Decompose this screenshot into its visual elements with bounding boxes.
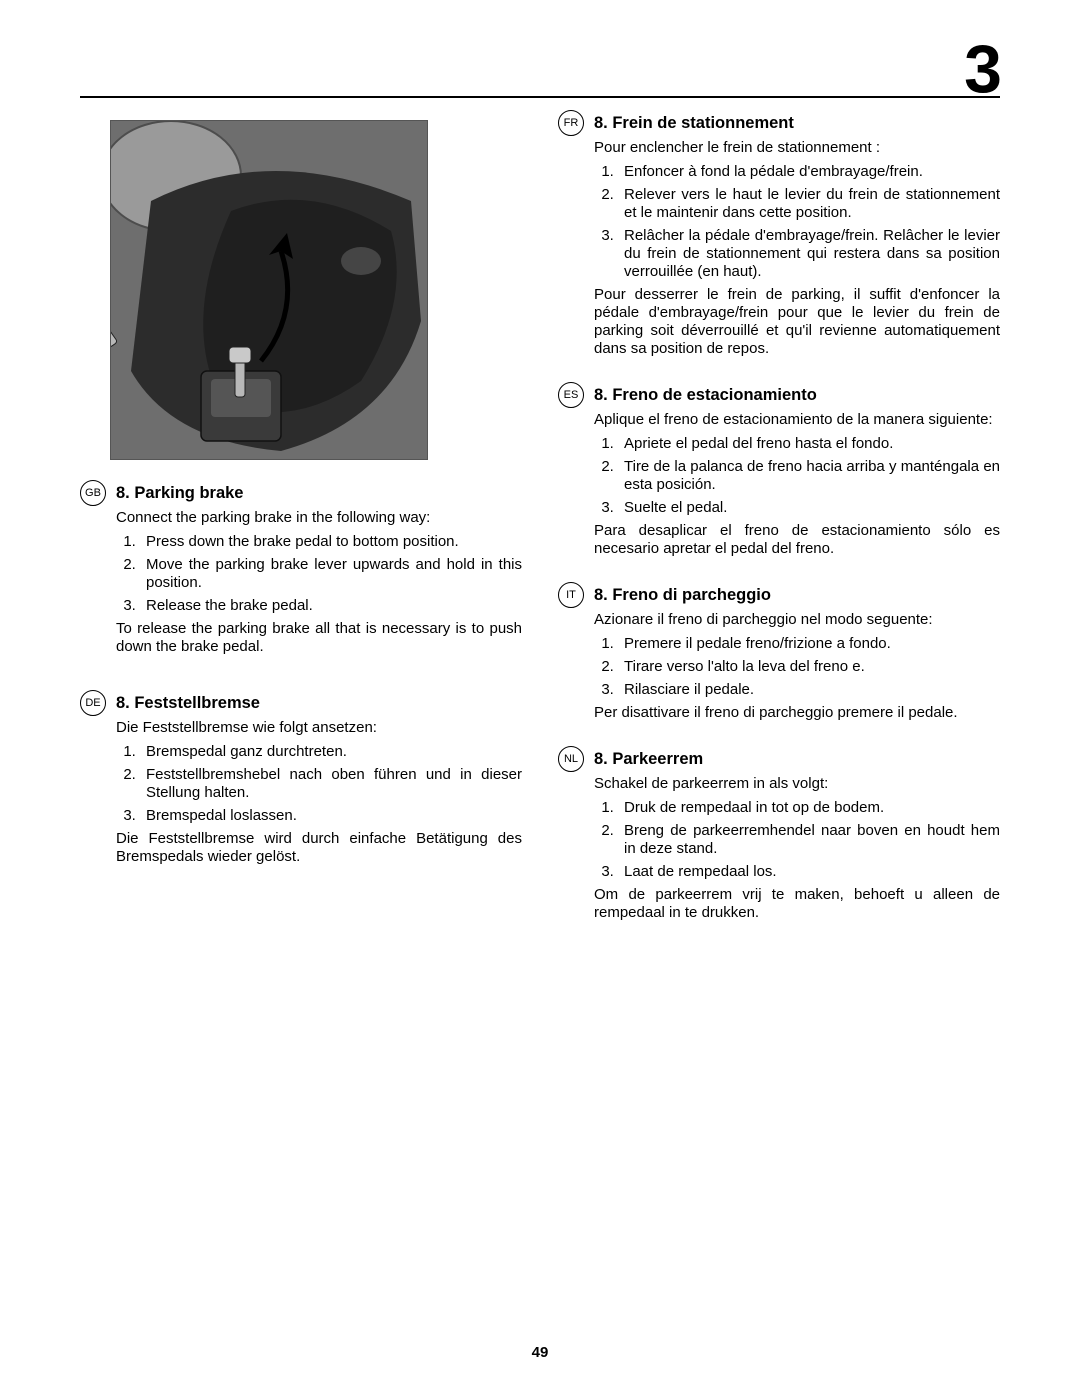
step-item: Relâcher la pédale d'embrayage/frein. Re… (618, 227, 1000, 281)
section-de: DE 8. Feststellbremse Die Feststellbrems… (80, 690, 522, 866)
intro-text: Azionare il freno di parcheggio nel modo… (594, 611, 1000, 629)
section-title: 8. Freno di parcheggio (594, 586, 771, 605)
page: 3 (0, 0, 1080, 1397)
outro-text: Om de parkeerrem vrij te maken, behoeft … (594, 886, 1000, 922)
outro-text: Per disattivare il freno di parcheggio p… (594, 704, 1000, 722)
section-title: 8. Parking brake (116, 484, 243, 503)
step-item: Tire de la palanca de freno hacia arriba… (618, 458, 1000, 494)
lang-badge-gb: GB (80, 480, 106, 506)
right-column: FR 8. Frein de stationnement Pour enclen… (558, 110, 1000, 946)
section-body: Pour enclencher le frein de stationnemen… (558, 139, 1000, 358)
step-item: Druk de rempedaal in tot op de bodem. (618, 799, 1000, 817)
section-body: Connect the parking brake in the followi… (80, 509, 522, 656)
intro-text: Aplique el freno de estacionamiento de l… (594, 411, 1000, 429)
steps-list: Druk de rempedaal in tot op de bodem. Br… (594, 799, 1000, 881)
intro-text: Pour enclencher le frein de stationnemen… (594, 139, 1000, 157)
illustration-svg (111, 121, 428, 460)
parking-brake-illustration (110, 120, 428, 460)
section-header: DE 8. Feststellbremse (80, 690, 522, 716)
section-title: 8. Feststellbremse (116, 694, 260, 713)
lang-badge-it: IT (558, 582, 584, 608)
step-item: Apriete el pedal del freno hasta el fond… (618, 435, 1000, 453)
outro-text: Para desaplicar el freno de estacionamie… (594, 522, 1000, 558)
left-column: GB 8. Parking brake Connect the parking … (80, 110, 522, 946)
section-fr: FR 8. Frein de stationnement Pour enclen… (558, 110, 1000, 358)
intro-text: Connect the parking brake in the followi… (116, 509, 522, 527)
step-item: Feststellbremshebel nach oben führen und… (140, 766, 522, 802)
section-body: Die Feststellbremse wie folgt ansetzen: … (80, 719, 522, 866)
steps-list: Bremspedal ganz durchtreten. Feststellbr… (116, 743, 522, 825)
section-it: IT 8. Freno di parcheggio Azionare il fr… (558, 582, 1000, 722)
steps-list: Enfoncer à fond la pédale d'embrayage/fr… (594, 163, 1000, 281)
outro-text: Die Feststellbremse wird durch einfache … (116, 830, 522, 866)
steps-list: Premere il pedale freno/frizione a fondo… (594, 635, 1000, 699)
section-title: 8. Parkeerrem (594, 750, 703, 769)
top-rule (80, 96, 1000, 98)
step-item: Release the brake pedal. (140, 597, 522, 615)
steps-list: Press down the brake pedal to bottom pos… (116, 533, 522, 615)
section-title: 8. Frein de stationnement (594, 114, 794, 133)
step-item: Laat de rempedaal los. (618, 863, 1000, 881)
section-body: Aplique el freno de estacionamiento de l… (558, 411, 1000, 558)
columns: GB 8. Parking brake Connect the parking … (80, 110, 1000, 946)
step-item: Breng de parkeerremhendel naar boven en … (618, 822, 1000, 858)
step-item: Suelte el pedal. (618, 499, 1000, 517)
lang-badge-nl: NL (558, 746, 584, 772)
outro-text: To release the parking brake all that is… (116, 620, 522, 656)
step-item: Relever vers le haut le levier du frein … (618, 186, 1000, 222)
section-gb: GB 8. Parking brake Connect the parking … (80, 480, 522, 656)
section-header: FR 8. Frein de stationnement (558, 110, 1000, 136)
step-item: Bremspedal ganz durchtreten. (140, 743, 522, 761)
step-item: Rilasciare il pedale. (618, 681, 1000, 699)
step-item: Enfoncer à fond la pédale d'embrayage/fr… (618, 163, 1000, 181)
section-es: ES 8. Freno de estacionamiento Aplique e… (558, 382, 1000, 558)
step-item: Move the parking brake lever upwards and… (140, 556, 522, 592)
section-nl: NL 8. Parkeerrem Schakel de parkeerrem i… (558, 746, 1000, 922)
step-item: Bremspedal loslassen. (140, 807, 522, 825)
intro-text: Die Feststellbremse wie folgt ansetzen: (116, 719, 522, 737)
steps-list: Apriete el pedal del freno hasta el fond… (594, 435, 1000, 517)
lang-badge-de: DE (80, 690, 106, 716)
page-number: 49 (0, 1344, 1080, 1361)
lang-badge-fr: FR (558, 110, 584, 136)
section-header: ES 8. Freno de estacionamiento (558, 382, 1000, 408)
section-header: IT 8. Freno di parcheggio (558, 582, 1000, 608)
section-title: 8. Freno de estacionamiento (594, 386, 817, 405)
step-item: Tirare verso l'alto la leva del freno e. (618, 658, 1000, 676)
step-item: Press down the brake pedal to bottom pos… (140, 533, 522, 551)
intro-text: Schakel de parkeerrem in als volgt: (594, 775, 1000, 793)
section-header: NL 8. Parkeerrem (558, 746, 1000, 772)
step-item: Premere il pedale freno/frizione a fondo… (618, 635, 1000, 653)
section-body: Schakel de parkeerrem in als volgt: Druk… (558, 775, 1000, 922)
section-header: GB 8. Parking brake (80, 480, 522, 506)
section-body: Azionare il freno di parcheggio nel modo… (558, 611, 1000, 722)
outro-text: Pour desserrer le frein de parking, il s… (594, 286, 1000, 358)
lang-badge-es: ES (558, 382, 584, 408)
